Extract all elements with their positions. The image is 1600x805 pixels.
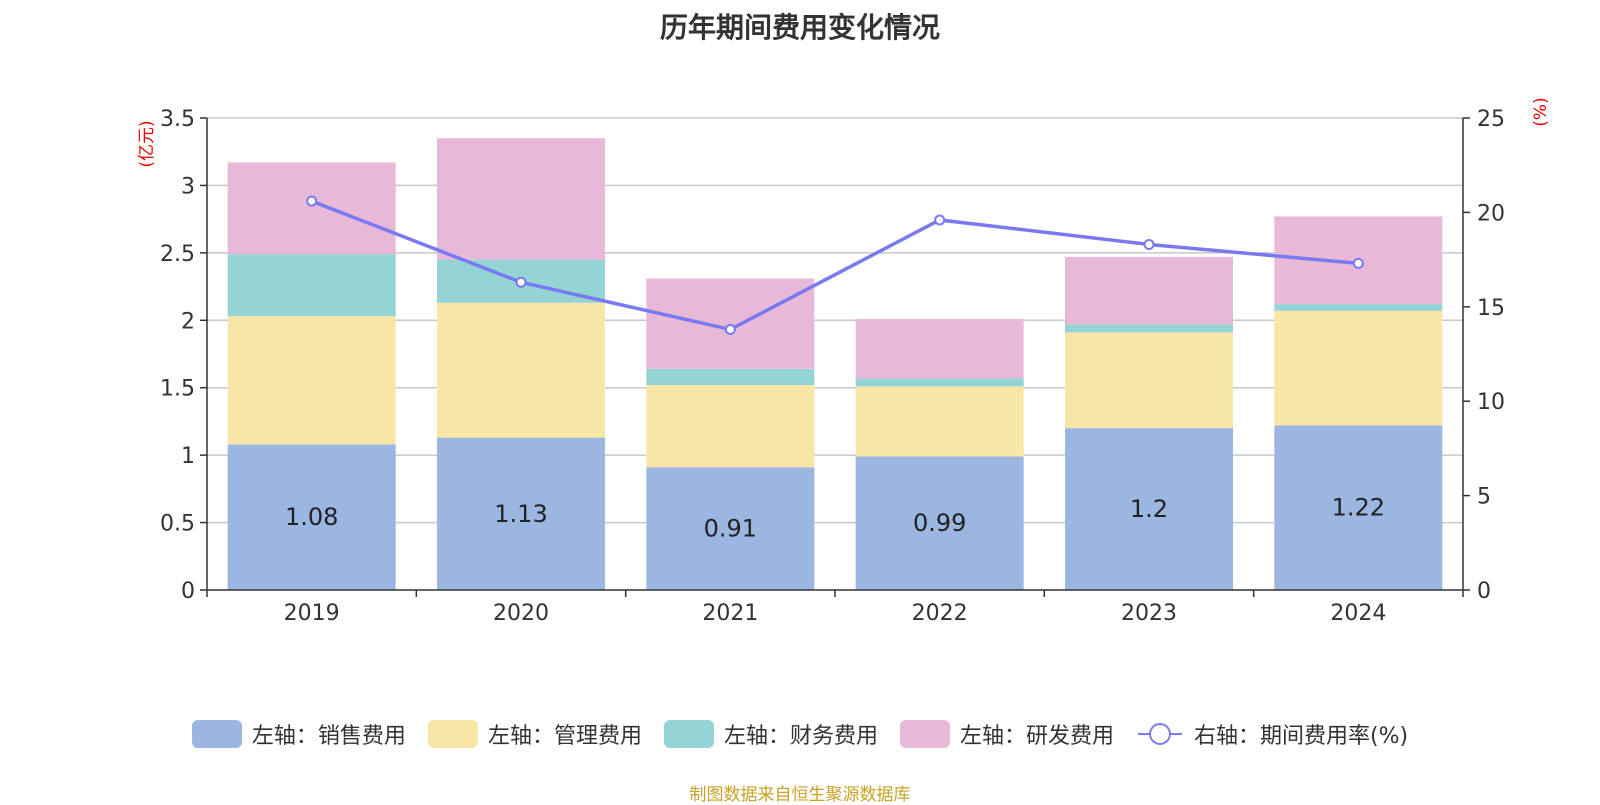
legend-label: 右轴：期间费用率(%): [1193, 724, 1409, 749]
bar-admin: [437, 302, 605, 438]
grid-lines: [207, 117, 1463, 524]
bar-sales: [855, 456, 1024, 590]
left-axis-tick-label: 3: [181, 174, 195, 199]
legend-swatch: [427, 720, 478, 748]
rate-point: [1352, 257, 1364, 269]
rate-line: [306, 195, 1364, 335]
bar-sales: [1065, 428, 1233, 590]
bar-sales: [227, 444, 396, 590]
legend-item-rate_line[interactable]: 右轴：期间费用率(%): [1136, 718, 1408, 750]
legend-item-rnd[interactable]: 左轴：研发费用: [899, 718, 1114, 750]
x-axis-tick-label: 2024: [1330, 601, 1386, 626]
left-axis-tick-label: 2: [181, 309, 195, 334]
source-footer: 制图数据来自恒生聚源数据库: [689, 785, 911, 805]
legend: 左轴：销售费用 左轴：管理费用 左轴：财务费用 左轴：研发费用 右轴：期间费用率(%): [0, 718, 1600, 750]
bars: [227, 138, 1443, 590]
bar-rnd: [646, 278, 815, 369]
right-axis-tick-label: 25: [1477, 107, 1505, 132]
right-axis-tick-label: 15: [1477, 296, 1505, 321]
data-label-sales: 1.2: [1130, 495, 1168, 523]
left-axis-tick-label: 1: [181, 444, 195, 469]
data-label-sales: 1.13: [494, 500, 547, 528]
bar-sales: [646, 467, 815, 590]
data-label-sales: 0.91: [704, 515, 757, 543]
right-axis-unit-label: (%): [1531, 97, 1551, 126]
rate-point: [515, 276, 527, 288]
bar-rnd: [437, 138, 605, 260]
bar-finance: [646, 368, 815, 386]
x-axis-tick-label: 2019: [284, 601, 340, 626]
bar-rnd: [227, 162, 396, 255]
bar-admin: [1065, 332, 1233, 429]
bar-rnd: [1065, 256, 1233, 325]
left-axis-tick-label: 1.5: [160, 377, 195, 402]
data-label-sales: 1.22: [1332, 494, 1385, 522]
rate-point: [1143, 238, 1155, 250]
left-axis-tick-label: 0: [181, 579, 195, 604]
rate-point: [724, 323, 736, 335]
x-axis-tick-label: 2020: [493, 601, 549, 626]
bar-finance: [227, 254, 396, 317]
legend-swatch: [899, 720, 950, 748]
bar-rnd: [855, 318, 1024, 379]
right-axis-tick-label: 0: [1477, 579, 1491, 604]
bar-finance: [1065, 324, 1233, 333]
data-label-sales: 1.08: [285, 503, 338, 531]
left-axis-unit-label: (亿元): [137, 120, 157, 167]
legend-label: 左轴：研发费用: [959, 724, 1114, 749]
legend-label: 左轴：管理费用: [487, 724, 642, 749]
legend-swatch: [663, 720, 714, 748]
bar-sales: [437, 437, 605, 590]
bar-admin: [855, 386, 1024, 457]
chart-title: 历年期间费用变化情况: [659, 11, 940, 44]
x-axis-tick-label: 2022: [912, 601, 968, 626]
bar-finance: [1274, 304, 1443, 311]
right-axis-tick-label: 5: [1477, 485, 1491, 510]
data-labels: 1.08 1.13 0.91 0.99 1.2 1.22: [285, 494, 1385, 543]
bar-admin: [1274, 310, 1443, 426]
axes: 0 0.5 1 1.5 2 2.5 3 3.5 0 5 10 15 20 25 (亿元) (%) 2019 202…: [137, 97, 1551, 626]
bar-finance: [855, 378, 1024, 387]
bar-admin: [227, 316, 396, 445]
legend-item-admin[interactable]: 左轴：管理费用: [427, 718, 642, 750]
bar-admin: [646, 385, 815, 468]
x-axis-tick-label: 2021: [702, 601, 758, 626]
rate-line-path: [311, 199, 1359, 332]
legend-item-sales[interactable]: 左轴：销售费用: [191, 718, 406, 750]
left-axis-tick-label: 0.5: [160, 512, 195, 537]
legend-item-finance[interactable]: 左轴：财务费用: [663, 718, 878, 750]
right-axis-tick-label: 10: [1477, 390, 1505, 415]
rate-point: [934, 214, 946, 226]
data-label-sales: 0.99: [913, 509, 966, 537]
left-axis-tick-label: 2.5: [160, 242, 195, 267]
left-axis-tick-label: 3.5: [160, 107, 195, 132]
rate-point: [306, 195, 318, 207]
legend-label: 左轴：财务费用: [723, 724, 878, 749]
x-axis-tick-label: 2023: [1121, 601, 1177, 626]
bar-sales: [1274, 425, 1443, 590]
right-axis-tick-label: 20: [1477, 201, 1505, 226]
legend-line-marker-icon: [1137, 723, 1182, 745]
legend-label: 左轴：销售费用: [251, 724, 406, 749]
legend-swatch: [191, 720, 242, 748]
